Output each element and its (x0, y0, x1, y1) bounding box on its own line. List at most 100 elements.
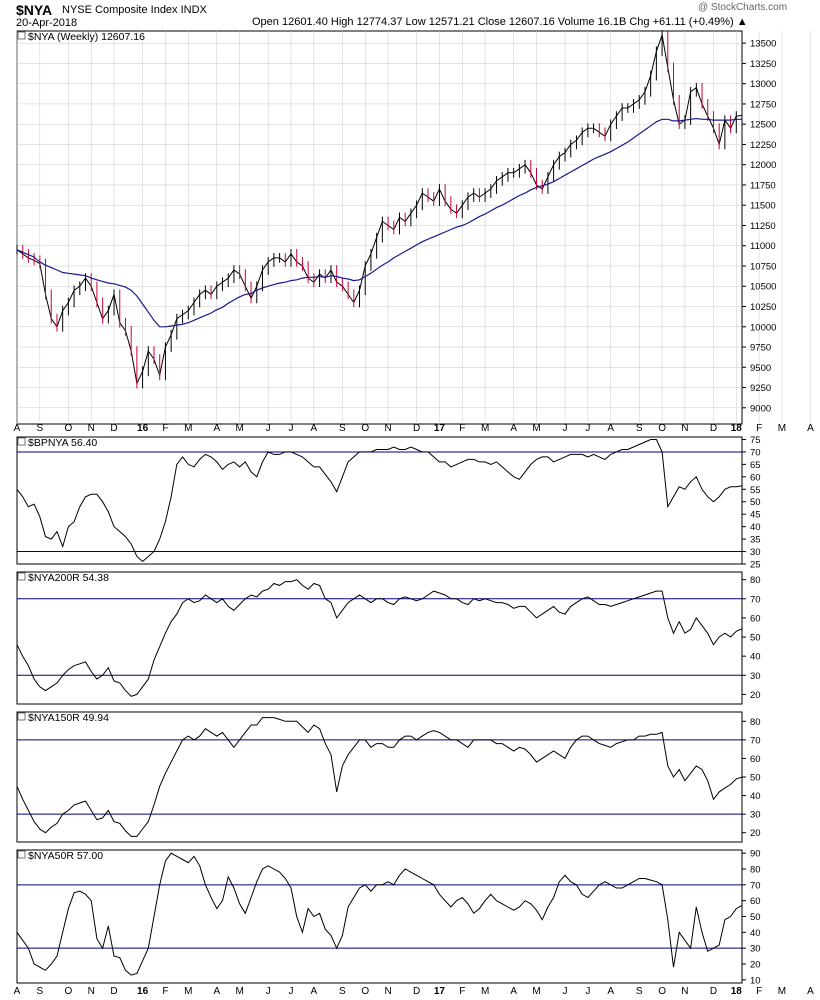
y-tick-label: 80 (750, 575, 761, 586)
x-tick-label: F (162, 986, 168, 997)
stockcharts-credit: @ StockCharts.com (698, 2, 788, 13)
x-tick-label: M (481, 986, 489, 997)
x-tick-label: A (510, 423, 517, 434)
y-tick-label: 13000 (750, 79, 776, 90)
y-tick-label: 9500 (750, 363, 771, 374)
x-tick-label: N (384, 423, 391, 434)
y-tick-label: 90 (750, 849, 761, 860)
y-tick-label: 40 (750, 522, 761, 533)
y-tick-label: 12500 (750, 120, 776, 131)
y-tick-label: 20 (750, 690, 761, 701)
y-tick-label: 11500 (750, 201, 776, 212)
y-tick-label: 80 (750, 865, 761, 876)
x-tick-label: A (510, 986, 517, 997)
pane-label: $BPNYA 56.40 (28, 437, 97, 449)
pane-frame (16, 571, 743, 705)
x-tick-label: 16 (137, 986, 149, 997)
x-tick-label: D (110, 423, 117, 434)
pane-label: $NYA50R 57.00 (28, 850, 103, 862)
x-tick-label: M (532, 986, 540, 997)
y-tick-label: 13250 (750, 59, 776, 70)
pane-frame (16, 849, 743, 984)
pane-frame (16, 30, 743, 425)
y-tick-label: 40 (750, 652, 761, 663)
pane-label-box (17, 712, 26, 721)
series-line (16, 439, 743, 563)
index-name: NYSE Composite Index INDX (62, 4, 207, 16)
x-tick-label: A (807, 986, 814, 997)
x-tick-label: A (607, 986, 614, 997)
pane-5: 10 20 30 40 50 60 70 80 90 $NYA50R 57.00 (16, 849, 761, 986)
x-tick-label: F (162, 423, 168, 434)
x-tick-label: N (681, 423, 688, 434)
x-tick-label: M (235, 986, 243, 997)
chart-date: 20-Apr-2018 (16, 17, 78, 29)
x-axis-top: ASOND16FMAMJJASOND17FMAMJJASOND18FMAM (14, 423, 815, 434)
x-tick-label: S (636, 423, 643, 434)
x-tick-label: J (266, 986, 271, 997)
series-line (16, 33, 743, 386)
x-tick-label: F (756, 423, 762, 434)
x-axis-bottom: ASOND16FMAMJJASOND17FMAMJJASOND18FMAM (14, 986, 815, 997)
y-tick-label: 11000 (750, 241, 776, 252)
pane-frame (16, 711, 743, 843)
y-tick-label: 50 (750, 633, 761, 644)
y-tick-label: 9250 (750, 383, 771, 394)
x-tick-label: 18 (731, 423, 743, 434)
x-tick-label: J (289, 423, 294, 434)
pane-label-box (17, 437, 26, 446)
x-tick-label: N (681, 986, 688, 997)
x-tick-label: N (384, 986, 391, 997)
pane-label: $NYA (Weekly) 12607.16 (28, 31, 145, 43)
y-tick-label: 12000 (750, 160, 776, 171)
y-tick-label: 65 (750, 460, 761, 471)
series-line (16, 579, 743, 697)
y-tick-label: 10 (750, 975, 761, 986)
y-tick-label: 9750 (750, 343, 771, 354)
x-tick-label: M (184, 423, 192, 434)
x-tick-label: M (235, 423, 243, 434)
x-tick-label: J (563, 986, 568, 997)
y-tick-label: 70 (750, 447, 761, 458)
y-tick-label: 10000 (750, 322, 776, 333)
y-tick-label: 11750 (750, 180, 776, 191)
y-tick-label: 11250 (750, 221, 776, 232)
y-tick-label: 40 (750, 791, 761, 802)
x-tick-label: A (14, 423, 21, 434)
y-tick-label: 60 (750, 754, 761, 765)
x-tick-label: J (563, 423, 568, 434)
y-tick-label: 10250 (750, 302, 776, 313)
pane-4: 20 30 40 50 60 70 80 $NYA150R 49.94 (16, 711, 761, 843)
y-tick-label: 12250 (750, 140, 776, 151)
x-tick-label: S (36, 423, 43, 434)
pane-label: $NYA200R 54.38 (28, 572, 109, 584)
x-tick-label: M (778, 986, 786, 997)
x-tick-label: O (361, 986, 369, 997)
x-tick-label: 17 (434, 986, 446, 997)
x-tick-label: M (778, 423, 786, 434)
x-tick-label: O (658, 423, 666, 434)
x-tick-label: O (658, 986, 666, 997)
y-tick-label: 50 (750, 773, 761, 784)
series-line (16, 717, 743, 837)
x-tick-label: 17 (434, 423, 446, 434)
x-tick-label: F (459, 986, 465, 997)
x-tick-label: D (710, 423, 717, 434)
x-tick-label: 16 (137, 423, 149, 434)
x-tick-label: O (64, 986, 72, 997)
chart-symbol: $NYA (16, 2, 53, 18)
y-tick-label: 30 (750, 810, 761, 821)
x-tick-label: J (289, 986, 294, 997)
y-tick-label: 55 (750, 485, 761, 496)
y-tick-label: 50 (750, 497, 761, 508)
y-tick-label: 70 (750, 594, 761, 605)
pane-label-box (17, 572, 26, 581)
y-tick-label: 80 (750, 717, 761, 728)
y-tick-label: 60 (750, 613, 761, 624)
y-tick-label: 70 (750, 735, 761, 746)
quote-summary: Open 12601.40 High 12774.37 Low 12571.21… (252, 16, 748, 28)
x-tick-label: F (756, 986, 762, 997)
y-tick-label: 75 (750, 435, 761, 446)
